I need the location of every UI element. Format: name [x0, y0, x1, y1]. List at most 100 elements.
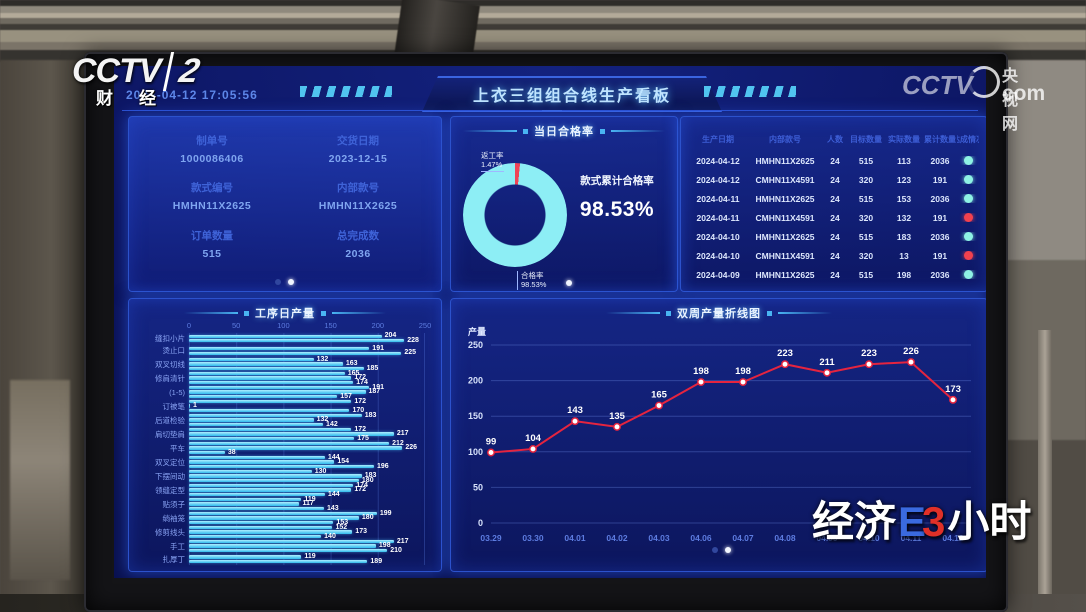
h-bar: 198	[189, 542, 391, 549]
x-tick-label: 100	[277, 321, 290, 330]
x-tick-label: 04.12	[942, 533, 964, 543]
h-bar: 157	[189, 393, 352, 400]
h-bar: 199	[189, 510, 392, 517]
h-bar: 217	[189, 430, 409, 437]
table-cell: CMHN11X4591	[755, 174, 815, 185]
status-dot-ok	[963, 270, 973, 279]
point-value-label: 135	[609, 411, 626, 422]
bar-group: 双叉切线 132 163 185	[139, 356, 425, 372]
point-value-label: 211	[819, 357, 835, 368]
panel-title: 当日合格率	[451, 123, 677, 139]
h-bar: 183	[189, 412, 376, 419]
h-bar: 180	[189, 477, 374, 484]
dashboard-title-box: 上衣三组组合线生产看板	[422, 76, 722, 112]
y-tick-label: 100	[468, 447, 483, 457]
y-axis-label: 产量	[468, 326, 486, 337]
bar-value: 180	[361, 514, 374, 522]
title-line-icon	[606, 312, 660, 314]
support-pole	[1038, 330, 1052, 612]
bar-value: 143	[326, 504, 339, 512]
h-bar: 140	[189, 533, 336, 540]
h-bar: 170	[189, 407, 364, 414]
bar-value: 175	[357, 434, 369, 442]
column-header: 目标数量	[850, 134, 882, 144]
production-table-body: 2024-04-12 HMHN11X2625 24 515 113 2036 2024-04…	[689, 151, 979, 284]
order-field: 交货日期 2023-12-15	[328, 135, 388, 165]
bar-value: 38	[227, 448, 236, 456]
panel-title: 双周产量折线图	[451, 305, 986, 321]
bar-group: 手工 217 198 210	[139, 538, 425, 554]
h-bar: 189	[189, 558, 382, 565]
bar-value: 180	[361, 476, 374, 484]
column-header: 内部款号	[769, 134, 801, 144]
h-bar: 191	[189, 345, 384, 352]
h-bar: 165	[189, 370, 359, 377]
bar-group-label: 双叉切线	[155, 359, 185, 369]
h-bar: 119	[189, 496, 316, 503]
status-dot-ok	[963, 194, 973, 203]
bar-group-label: 双叉定位	[155, 457, 185, 467]
bar-group-label: (1-5)	[169, 387, 185, 397]
table-row: 2024-04-11 CMHN11X4591 24 320 132 191	[689, 208, 979, 227]
x-tick-label: 04.11	[901, 533, 922, 543]
process-output-title: 工序日产量	[255, 308, 315, 320]
h-bar: 154	[189, 458, 349, 465]
point-value-label: 173	[945, 384, 961, 395]
bar-value: 174	[356, 481, 368, 489]
h-bar: 38	[189, 449, 236, 456]
title-square-icon	[767, 310, 772, 316]
pass-rate-title: 当日合格率	[534, 126, 594, 138]
title-square-icon	[244, 310, 249, 316]
header-divider	[122, 110, 542, 111]
bar-group: 缝扣小片 204 228	[139, 332, 425, 344]
order-field: 订单数量 515	[191, 229, 233, 260]
bar-group: 领缝定型 174 172 144	[139, 481, 425, 498]
bar-group: 扎厚丁 119 189	[139, 553, 425, 565]
bar-value: 174	[356, 378, 368, 386]
h-bar: 172	[189, 486, 366, 493]
network-brand: CCTV	[902, 70, 973, 100]
bar-value: 196	[377, 462, 389, 470]
order-info-grid: 制单号 1000086406 交货日期 2023-12-15 款式编号 HMHN11X26…	[139, 133, 431, 267]
x-tick-label: 03.30	[522, 533, 544, 543]
pagination-dot-active[interactable]	[725, 547, 731, 553]
pass-rate-donut: 返工率 1.47% 合格率 98.53%	[463, 151, 573, 290]
y-tick-label: 0	[478, 518, 483, 528]
table-cell: 320	[858, 174, 874, 185]
point-value-label: 198	[693, 366, 709, 377]
bar-value: 153	[336, 518, 349, 526]
bar-group: 肩切垫肩 172 217 175	[139, 426, 425, 442]
bar-value: 217	[396, 430, 409, 438]
bar-value: 185	[366, 364, 379, 372]
rework-callout: 返工率 1.47%	[481, 151, 504, 172]
h-bar: 144	[189, 491, 340, 498]
table-cell: 2036	[930, 269, 950, 280]
datetime-label: 2024-04-12 17:05:56	[126, 88, 258, 102]
table-cell: 191	[932, 174, 948, 185]
column-header: 人数	[827, 134, 843, 144]
order-info-panel: 制单号 1000086406 交货日期 2023-12-15 款式编号 HMHN11X26…	[128, 116, 442, 292]
bar-value: 172	[354, 486, 367, 494]
pagination-dot[interactable]	[712, 547, 718, 553]
h-bar: 153	[189, 519, 348, 526]
x-tick-label: 04.03	[648, 533, 670, 543]
bar-value: 170	[352, 406, 365, 414]
h-bar: 174	[189, 379, 368, 386]
dashboard-pagination	[712, 547, 731, 553]
pagination-dot-active[interactable]	[288, 279, 294, 285]
h-bar: 183	[189, 472, 376, 479]
bar-value: 199	[379, 509, 392, 517]
h-bar: 212	[189, 440, 404, 447]
title-line-icon	[332, 312, 386, 314]
pagination-dot-active[interactable]	[566, 280, 572, 286]
order-field: 内部款号 HMHN11X2625	[318, 182, 398, 213]
bar-value: 225	[404, 349, 417, 357]
pagination-dot[interactable]	[275, 279, 281, 285]
x-tick-label: 0	[186, 321, 192, 330]
network-domain: com	[1002, 82, 1046, 105]
h-bar: 143	[189, 505, 339, 512]
h-bar: 196	[189, 463, 389, 470]
pass-rate-pagination	[566, 280, 572, 286]
bar-value: 132	[316, 416, 329, 424]
bar-group-label: 贴须子	[162, 499, 186, 509]
